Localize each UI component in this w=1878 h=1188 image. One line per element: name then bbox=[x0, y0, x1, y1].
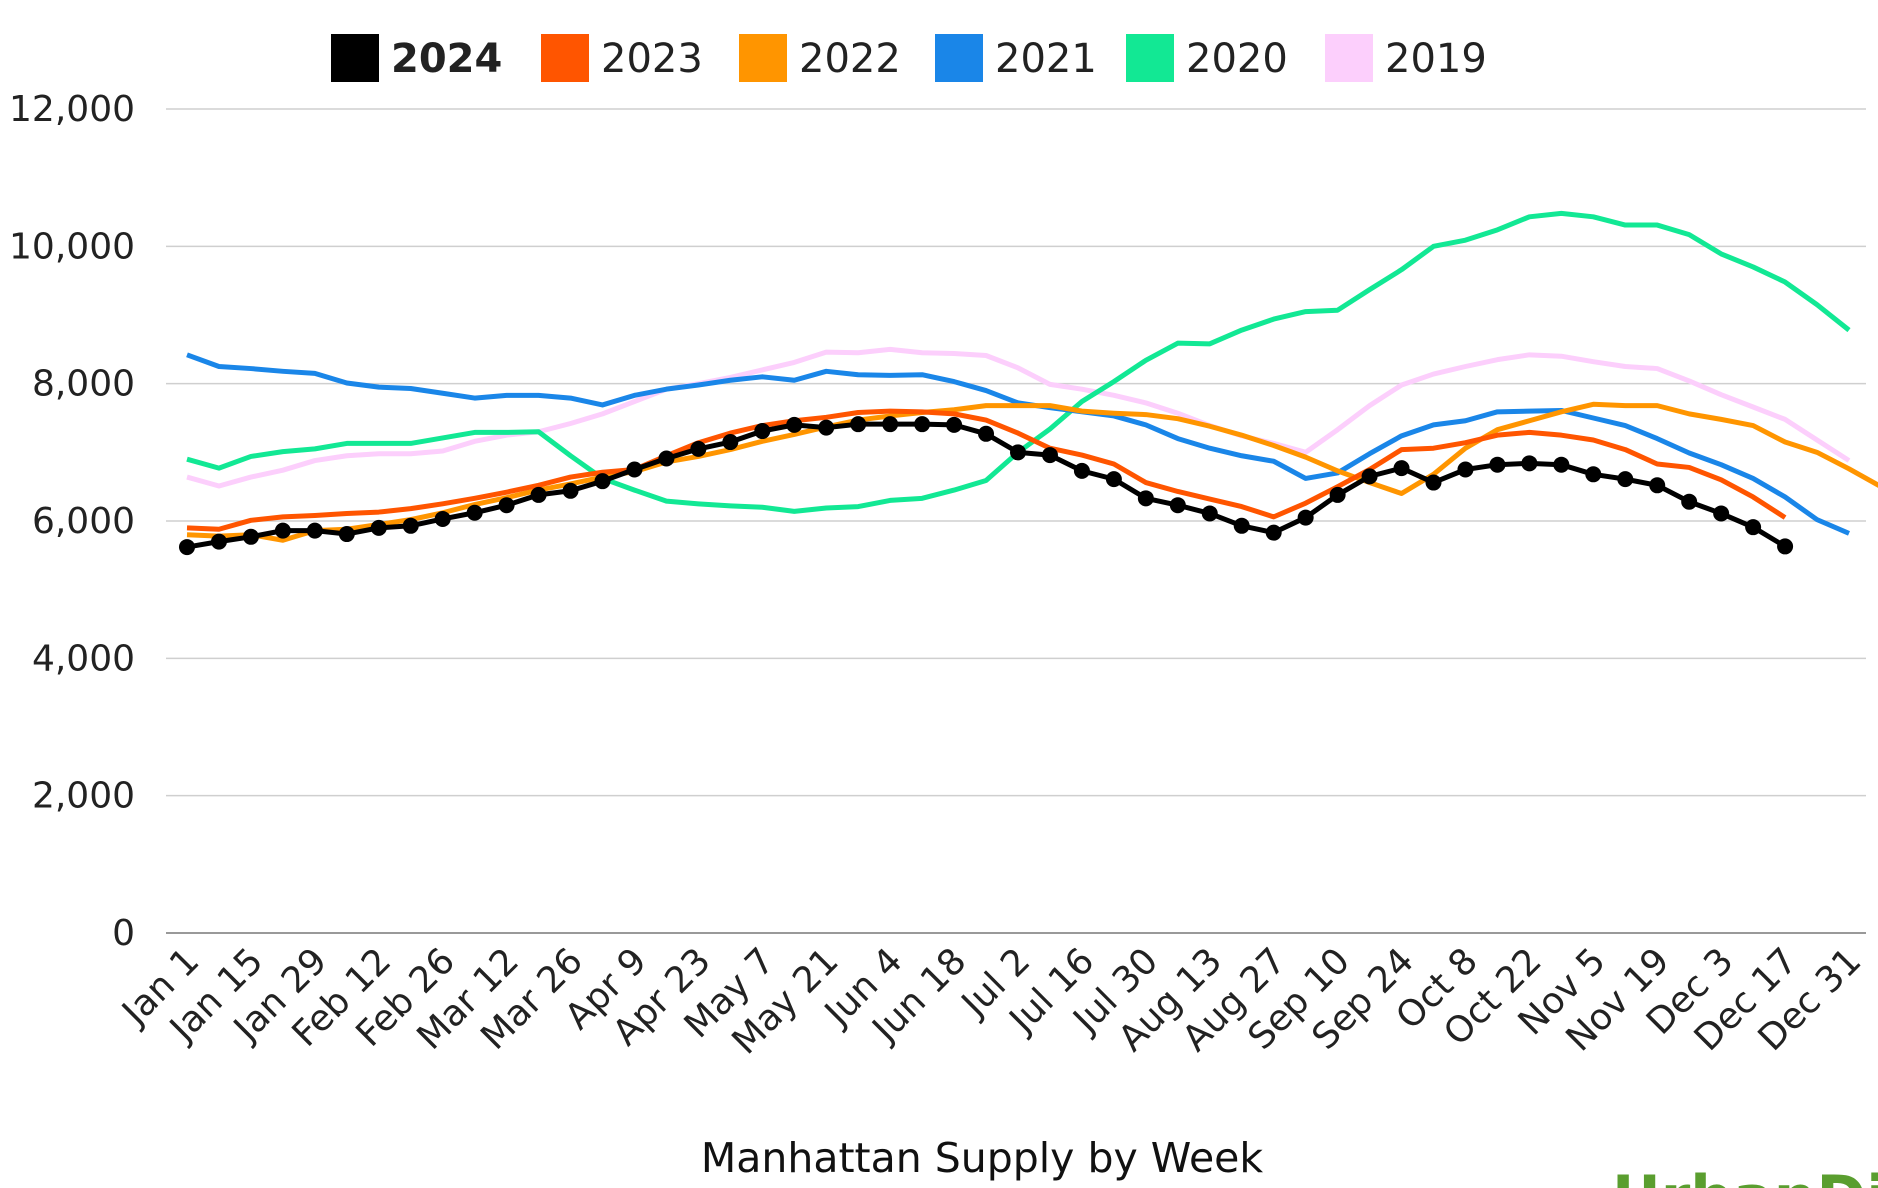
legend-swatch bbox=[739, 34, 787, 82]
y-tick-label: 4,000 bbox=[32, 638, 135, 679]
legend: 2024 2023 2022 2021 2020 2019 bbox=[331, 34, 1487, 82]
legend-item-2021: 2021 bbox=[935, 34, 1097, 82]
legend-swatch bbox=[331, 34, 379, 82]
data-point-2024 bbox=[1681, 493, 1698, 510]
data-point-2024 bbox=[1169, 497, 1186, 514]
data-point-2024 bbox=[530, 486, 547, 503]
data-point-2024 bbox=[1553, 456, 1570, 473]
data-point-2024 bbox=[658, 450, 675, 467]
data-point-2024 bbox=[626, 461, 643, 478]
data-point-2024 bbox=[1265, 524, 1282, 541]
y-axis-ticks: 0 2,000 4,000 6,000 8,000 10,000 12,000 bbox=[9, 89, 135, 954]
data-point-2024 bbox=[786, 416, 803, 433]
data-point-2024 bbox=[1137, 490, 1154, 507]
data-point-2024 bbox=[594, 473, 611, 490]
chart-title: Manhattan Supply by Week bbox=[701, 1134, 1264, 1182]
data-point-2024 bbox=[562, 482, 579, 499]
y-tick-label: 8,000 bbox=[32, 364, 135, 405]
series-2021 bbox=[186, 352, 1850, 536]
legend-swatch bbox=[935, 34, 983, 82]
data-point-2024 bbox=[690, 440, 707, 457]
legend-item-2020: 2020 bbox=[1126, 34, 1288, 82]
series-line-2023 bbox=[186, 408, 1787, 532]
data-point-2024 bbox=[1329, 486, 1346, 503]
data-point-2024 bbox=[1297, 509, 1314, 526]
y-tick-label: 10,000 bbox=[9, 226, 135, 267]
series-lines bbox=[179, 210, 1878, 556]
data-point-2024 bbox=[882, 416, 899, 433]
data-point-2024 bbox=[274, 522, 291, 539]
data-point-2024 bbox=[338, 526, 355, 543]
data-point-2024 bbox=[946, 416, 963, 433]
data-point-2024 bbox=[1201, 505, 1218, 522]
legend-swatch bbox=[1126, 34, 1174, 82]
legend-label: 2021 bbox=[995, 36, 1097, 82]
data-point-2024 bbox=[914, 416, 931, 433]
legend-label: 2019 bbox=[1385, 36, 1487, 82]
data-point-2024 bbox=[1713, 505, 1730, 522]
legend-item-2019: 2019 bbox=[1325, 34, 1487, 82]
legend-swatch bbox=[541, 34, 589, 82]
data-point-2024 bbox=[818, 419, 835, 436]
data-point-2024 bbox=[466, 504, 483, 521]
data-point-2024 bbox=[1041, 447, 1058, 464]
data-point-2024 bbox=[498, 497, 515, 514]
y-tick-label: 0 bbox=[112, 913, 135, 954]
legend-item-2023: 2023 bbox=[541, 34, 703, 82]
data-point-2024 bbox=[434, 510, 451, 527]
legend-item-2024: 2024 bbox=[331, 34, 502, 82]
data-point-2024 bbox=[179, 539, 195, 556]
data-point-2024 bbox=[1745, 519, 1762, 536]
data-point-2024 bbox=[1777, 538, 1794, 555]
legend-label: 2024 bbox=[391, 36, 502, 82]
data-point-2024 bbox=[754, 423, 771, 440]
series-line-2019 bbox=[186, 346, 1851, 489]
legend-label: 2022 bbox=[799, 36, 901, 82]
data-point-2024 bbox=[1649, 477, 1666, 494]
series-2023 bbox=[186, 408, 1787, 532]
series-2019 bbox=[186, 346, 1851, 489]
y-tick-label: 2,000 bbox=[32, 776, 135, 817]
data-point-2024 bbox=[1105, 471, 1122, 488]
data-point-2024 bbox=[242, 528, 259, 545]
data-point-2024 bbox=[1617, 471, 1634, 488]
data-point-2024 bbox=[1010, 444, 1026, 461]
data-point-2024 bbox=[1489, 456, 1506, 473]
data-point-2024 bbox=[1073, 462, 1090, 479]
legend-item-2022: 2022 bbox=[739, 34, 901, 82]
urbandigs-logo: UrbanDigs bbox=[1612, 1163, 1878, 1188]
legend-label: 2020 bbox=[1186, 36, 1288, 82]
series-2024 bbox=[179, 416, 1794, 556]
data-point-2024 bbox=[1393, 460, 1410, 477]
data-point-2024 bbox=[978, 425, 995, 442]
gridlines bbox=[166, 108, 1866, 934]
legend-label: 2023 bbox=[601, 36, 703, 82]
data-point-2024 bbox=[210, 533, 227, 550]
data-point-2024 bbox=[306, 522, 323, 539]
data-point-2024 bbox=[370, 519, 387, 536]
data-point-2024 bbox=[722, 434, 739, 451]
y-tick-label: 12,000 bbox=[9, 89, 135, 130]
series-2022 bbox=[186, 401, 1878, 543]
y-tick-label: 6,000 bbox=[32, 501, 135, 542]
series-line-2022 bbox=[186, 401, 1878, 543]
data-point-2024 bbox=[1233, 517, 1250, 534]
data-point-2024 bbox=[1585, 466, 1602, 483]
data-point-2024 bbox=[402, 517, 419, 534]
legend-swatch bbox=[1325, 34, 1373, 82]
data-point-2024 bbox=[1361, 468, 1378, 485]
data-point-2024 bbox=[1457, 461, 1474, 478]
data-point-2024 bbox=[1425, 474, 1442, 491]
series-line-2021 bbox=[186, 352, 1850, 536]
data-point-2024 bbox=[1521, 455, 1538, 472]
data-point-2024 bbox=[850, 416, 867, 433]
